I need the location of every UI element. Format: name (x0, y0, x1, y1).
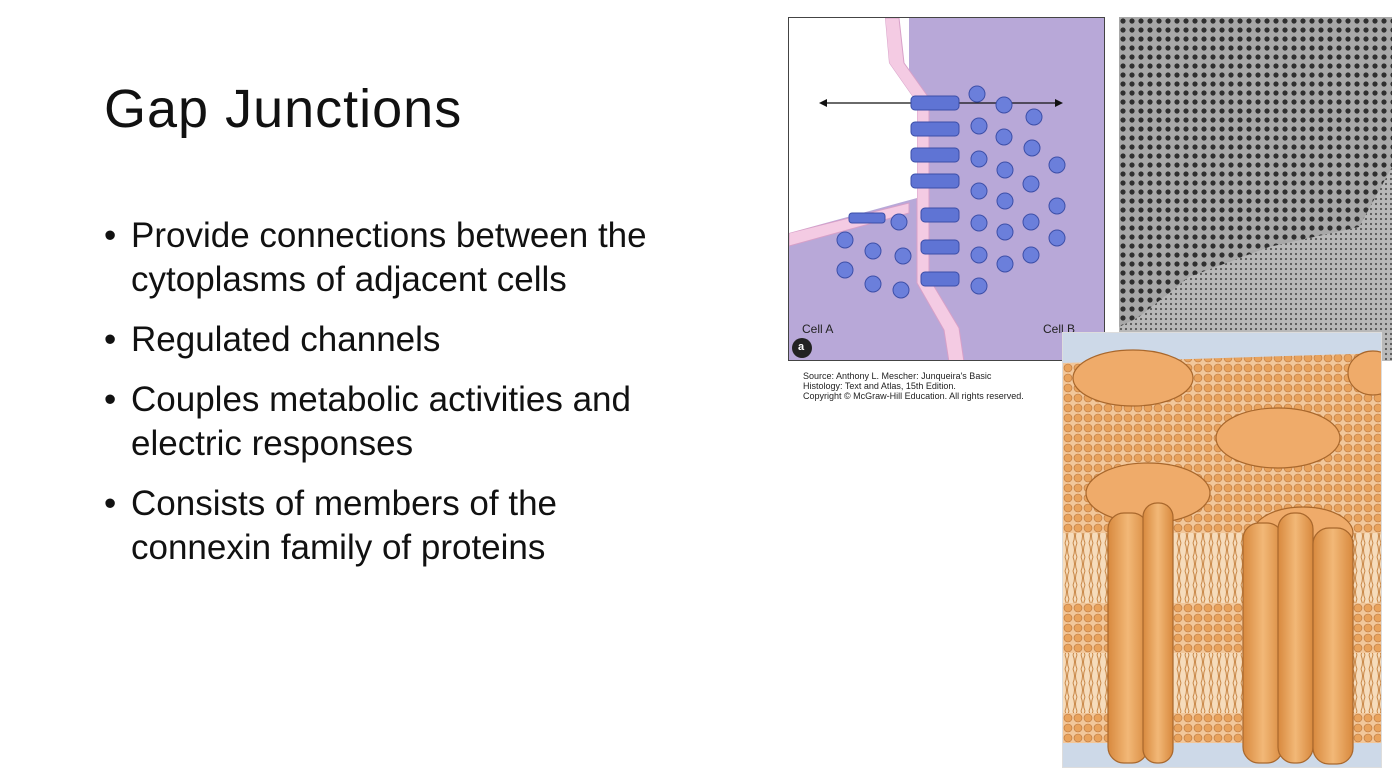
connexon-channel (920, 239, 960, 255)
connexon (970, 182, 988, 200)
membrane-model (1063, 333, 1381, 767)
bullet-item: • Consists of members of the connexin fam… (104, 484, 557, 567)
connexon-channel (920, 207, 960, 223)
cell-a-cytoplasm (789, 18, 917, 233)
connexon-cap (1215, 407, 1341, 469)
connexon (836, 231, 854, 249)
connexon-tube (1107, 512, 1149, 764)
connexon (996, 223, 1014, 241)
connexon (970, 150, 988, 168)
connexon (1048, 229, 1066, 247)
connexon-dots (836, 85, 1066, 299)
connexon-tube (1242, 522, 1284, 764)
connexon (970, 246, 988, 264)
connexon (1048, 197, 1066, 215)
connexon-tube (1312, 527, 1354, 765)
bullet-item: • Couples metabolic activities and electr… (104, 380, 631, 463)
connexon-channel (848, 212, 886, 224)
slide-title: Gap Junctions (104, 79, 463, 139)
connexon (970, 277, 988, 295)
connexon-channel (910, 173, 960, 189)
connexon (1022, 175, 1040, 193)
connexon (892, 281, 910, 299)
connexon (890, 213, 908, 231)
bullet-item: • Provide connections between the cytopla… (104, 216, 647, 299)
connexon (836, 261, 854, 279)
connexon (1025, 108, 1043, 126)
cell-a-label: Cell A (802, 322, 834, 336)
connexon (995, 128, 1013, 146)
connexon-channel (910, 95, 960, 111)
connexon (996, 255, 1014, 273)
panel-label: a (798, 341, 805, 353)
connexon (1022, 213, 1040, 231)
connexon-tubes (1107, 502, 1354, 765)
connexon (970, 117, 988, 135)
connexon-tube (1142, 502, 1174, 764)
connexon (996, 192, 1014, 210)
bullet-icon: • (104, 320, 117, 359)
connexon (968, 85, 986, 103)
bullet-icon: • (104, 216, 117, 255)
connexon (894, 247, 912, 265)
connexon-cap (1072, 349, 1194, 407)
bullet-icon: • (104, 380, 117, 419)
connexon-channel (920, 271, 960, 287)
bullet-icon: • (104, 484, 117, 523)
bullet-item: • Regulated channels (104, 318, 704, 362)
connexon (970, 214, 988, 232)
electron-micrograph (1119, 17, 1392, 361)
caption-line: Copyright © McGraw-Hill Education. All r… (803, 391, 1024, 401)
connexon (864, 275, 882, 293)
caption-line: Histology: Text and Atlas, 15th Edition. (803, 381, 956, 391)
arrow-head-left (819, 99, 827, 107)
arrow-head-right (1055, 99, 1063, 107)
connexon-channel (910, 121, 960, 137)
micrograph-texture (1119, 17, 1392, 361)
membrane-model-illustration (1062, 332, 1382, 768)
gap-junction-plaque (1119, 17, 1392, 327)
panel-label-badge (792, 338, 812, 358)
connexon-channel (910, 147, 960, 163)
connexon (995, 96, 1013, 114)
connexon (1048, 156, 1066, 174)
connexon-caps (1072, 349, 1381, 560)
connexon (1023, 139, 1041, 157)
gap-junction-diagram (789, 18, 1104, 360)
figure-caption: Source: Anthony L. Mescher: Junqueira's … (803, 371, 1053, 401)
caption-line: Source: Anthony L. Mescher: Junqueira's … (803, 371, 992, 381)
connexon (1022, 246, 1040, 264)
connexon (996, 161, 1014, 179)
connexon (864, 242, 882, 260)
connexon-tube (1277, 512, 1314, 764)
bullet-list: • Provide connections between the cytopla… (104, 214, 704, 586)
gap-junction-illustration: a Cell A Cell B (788, 17, 1105, 361)
connexon-cap (1347, 350, 1381, 396)
connexon-channels (848, 95, 960, 287)
